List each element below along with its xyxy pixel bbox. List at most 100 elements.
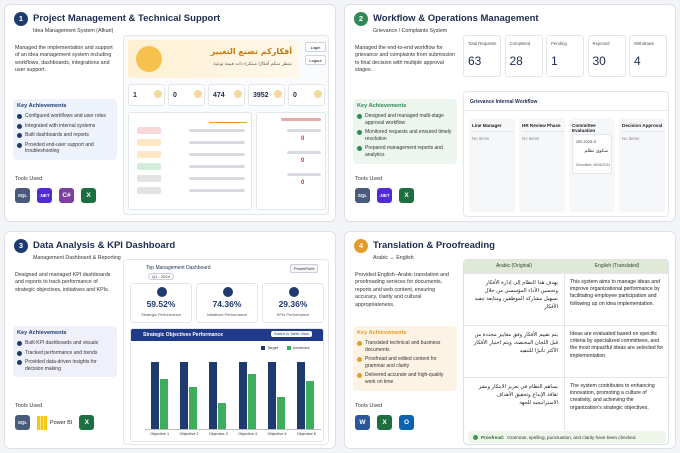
- tool-icon: O: [399, 415, 414, 430]
- status-chip: [137, 163, 161, 170]
- kpi-icon: [289, 287, 299, 297]
- badge: 3: [14, 239, 28, 253]
- mockup: أفكاركم تصنع التغيير ننتظر منكم أفكارًا م…: [123, 35, 329, 215]
- bar: [209, 361, 218, 429]
- achievement-text: Delivered accurate and high-quality work…: [365, 372, 444, 385]
- workflow-column: Line Manager No Items: [469, 118, 515, 212]
- stat-box: 474: [208, 84, 245, 106]
- stat-icon: [314, 90, 322, 98]
- legend-label: Target: [267, 345, 279, 350]
- period-pill: Q1 - 2024: [148, 273, 174, 280]
- achievement-text: Tracked performance and trends: [25, 349, 98, 356]
- summary-value: 0: [301, 136, 305, 142]
- achievement-text: Provided data-driven insights for decisi…: [25, 359, 97, 372]
- button: Login: [305, 42, 326, 52]
- english-text: Ideas are evaluated based on specific cr…: [570, 331, 664, 359]
- summary-heading: [281, 118, 321, 121]
- empty-state: No Items: [622, 136, 640, 141]
- stat-value: 4: [634, 54, 641, 68]
- achievement: Proofread and edited content for grammar…: [357, 356, 453, 369]
- workflow-title: Grievance Internal Workflow: [470, 99, 538, 105]
- stat-icon: [154, 90, 162, 98]
- card: 1 Project Management & Technical Support I…: [4, 4, 336, 222]
- tool-icon: SQL: [15, 188, 30, 203]
- tools-row: SQL .NET X: [355, 188, 414, 203]
- mockup: Top Management Dashboard Q1 - 2024 PowerPo…: [123, 259, 329, 445]
- table-row: يتم تقييم الأفكار وفق معايير محددة من قب…: [464, 325, 668, 378]
- workflow-panel: Grievance Internal Workflow Line Manager N…: [463, 91, 669, 217]
- kpi-card: 74.36% Initiatives Performance: [196, 283, 258, 323]
- arabic-text: يهدف هذا النظام إلى إدارة الأفكار وتحسين…: [474, 280, 558, 310]
- bar: [247, 373, 256, 429]
- check-icon: [357, 357, 362, 363]
- kpi-label: Initiatives Performance: [206, 312, 248, 317]
- bar: [306, 381, 315, 429]
- axis-line: [145, 429, 321, 430]
- arabic-text: يتم تقييم الأفكار وفق معايير محددة من قب…: [473, 332, 558, 354]
- stat-label: Withdrawn: [634, 41, 655, 46]
- stat-value: 63: [468, 54, 482, 68]
- tool-icon: C#: [59, 188, 74, 203]
- card-subtitle: Arabic ↔ English: [373, 255, 414, 261]
- stat-box: Pending 1: [546, 35, 584, 77]
- achievement: Configured workflows and user roles: [17, 113, 113, 120]
- note-label: Proofread:: [481, 434, 505, 440]
- tool-icon: X: [81, 188, 96, 203]
- check-icon: [357, 341, 362, 346]
- check-icon: [17, 341, 22, 346]
- kpi-card: 29.36% KPIs Performance: [262, 283, 324, 323]
- stat-value: 474: [213, 92, 225, 99]
- description: Provided English–Arabic translation and …: [355, 272, 449, 308]
- table-view-button: Switch to Table View: [271, 331, 312, 337]
- card-subtitle: Management Dashboard & Reporting: [33, 255, 121, 261]
- row-text: [189, 189, 245, 192]
- bar: [150, 361, 159, 429]
- status-chip: [137, 151, 161, 158]
- summary-label: [287, 129, 321, 132]
- english-text: This system aims to manage ideas and imp…: [570, 279, 660, 307]
- check-icon: [17, 133, 22, 139]
- achievement: Tracked performance and trends: [17, 350, 113, 357]
- tool-icon: X: [377, 415, 392, 430]
- tools-row: SQL Power BI X: [15, 415, 95, 430]
- translation-table: Arabic (Original) English (Translated) يهد…: [463, 259, 669, 445]
- stat-value: 0: [293, 92, 297, 99]
- achievement: Integrated with internal systems: [17, 123, 113, 130]
- check-icon: [357, 114, 362, 119]
- status-chip: [137, 139, 161, 146]
- check-icon: [357, 373, 362, 379]
- check-icon: [357, 130, 362, 136]
- legend-label: Achieved: [293, 345, 310, 350]
- row-text: [189, 177, 245, 180]
- stat-box: 3952: [248, 84, 285, 106]
- stat-icon: [274, 90, 282, 98]
- achievement: Delivered accurate and high-quality work…: [357, 372, 453, 385]
- card-title: Workflow & Operations Management: [373, 13, 539, 24]
- stat-box: Rejected 30: [587, 35, 626, 77]
- tab: [209, 117, 247, 123]
- achievement-text: Built KPI dashboards and visuals: [25, 340, 99, 346]
- chart-box: Strategic Objectives Performance Switch t…: [130, 328, 324, 442]
- achievement-text: Designed and managed multi-stage approva…: [365, 113, 444, 126]
- stat-value: 0: [173, 92, 177, 99]
- x-tick-label: Objective 4: [238, 432, 258, 436]
- tool-icon: X: [79, 415, 95, 430]
- banner-subtitle: ننتظر منكم أفكارًا مبتكرة ذات قيمة نوعية: [213, 62, 292, 67]
- stat-label: Total Requests: [468, 41, 497, 46]
- column-title: Line Manager: [472, 123, 514, 132]
- card-title: Translation & Proofreading: [373, 240, 495, 251]
- banner-title: أفكاركم تصنع التغيير: [210, 47, 292, 56]
- check-icon: [17, 114, 22, 119]
- x-tick-label: Objective 3: [208, 432, 228, 436]
- check-icon: [17, 123, 22, 129]
- achievements-title: Key Achievements: [357, 330, 407, 336]
- summary-panel: 0 0 0: [256, 112, 326, 210]
- badge: 4: [354, 239, 368, 253]
- stat-box: Withdrawn 4: [629, 35, 667, 77]
- achievement-text: Monitored requests and ensured timely re…: [365, 129, 452, 142]
- x-tick-label: Objective 6: [296, 432, 316, 436]
- kpi-value: 74.36%: [212, 299, 242, 309]
- tools-title: Tools Used: [355, 176, 383, 182]
